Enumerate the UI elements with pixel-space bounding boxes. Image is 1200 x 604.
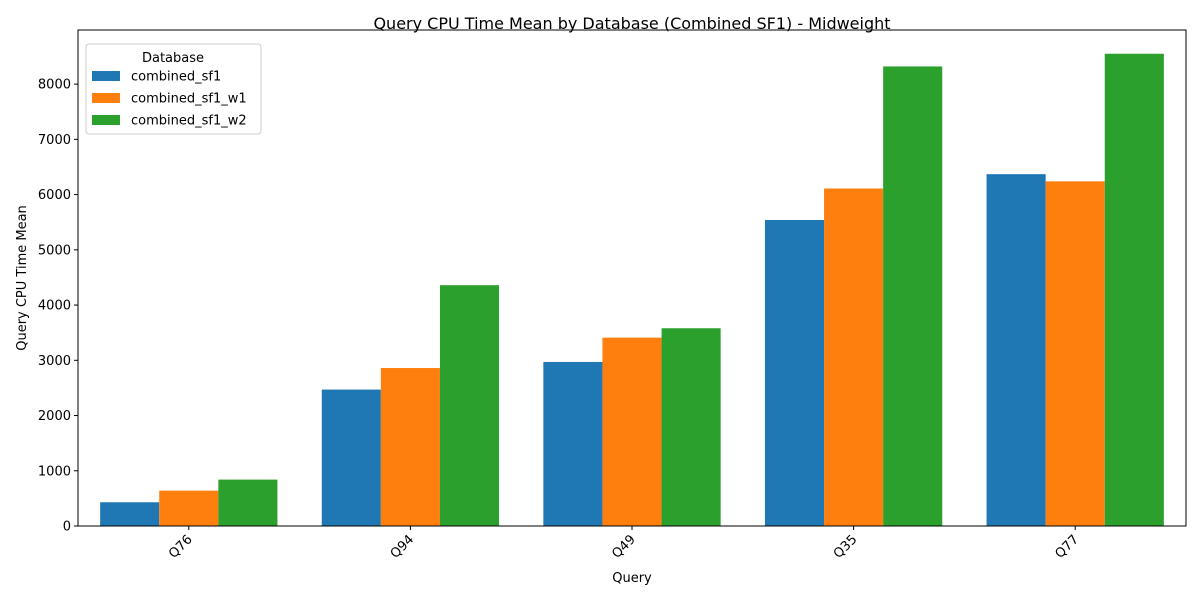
legend-label-combined_sf1_w2: combined_sf1_w2 bbox=[131, 114, 247, 129]
bar-combined_sf1_w2-q76 bbox=[218, 479, 278, 526]
x-axis-label: Query bbox=[612, 571, 652, 586]
y-tick-label: 6000 bbox=[38, 188, 71, 203]
x-axis: Q76 Q94 Q49 Q35 Q77 bbox=[166, 526, 1082, 562]
legend-swatch-combined_sf1_w1 bbox=[92, 93, 120, 103]
bar-combined_sf1-q35 bbox=[764, 220, 825, 526]
bar-combined_sf1_w2-q94 bbox=[439, 285, 500, 526]
y-axis: 0 1000 2000 3000 4000 5000 6000 7000 8000 bbox=[38, 78, 78, 535]
chart-title: Query CPU Time Mean by Database (Combine… bbox=[373, 14, 890, 33]
bar-combined_sf1_w1-q49 bbox=[602, 337, 662, 526]
x-tick-label: Q76 bbox=[166, 532, 196, 562]
legend-title: Database bbox=[142, 51, 204, 66]
bar-combined_sf1-q94 bbox=[321, 389, 381, 526]
x-tick-label: Q49 bbox=[609, 532, 639, 562]
y-tick-label: 5000 bbox=[38, 243, 71, 258]
bar-combined_sf1-q77 bbox=[986, 174, 1046, 526]
bar-combined_sf1_w1-q77 bbox=[1045, 181, 1105, 526]
y-tick-label: 0 bbox=[63, 520, 71, 535]
y-tick-label: 8000 bbox=[38, 78, 71, 93]
legend-swatch-combined_sf1 bbox=[92, 71, 120, 81]
x-tick-label: Q35 bbox=[831, 532, 861, 562]
legend-box bbox=[85, 43, 262, 135]
bar-combined_sf1_w1-q35 bbox=[824, 188, 884, 526]
legend: Database combined_sf1 combined_sf1_w1comb… bbox=[85, 43, 262, 135]
y-tick-label: 1000 bbox=[38, 464, 71, 479]
bars bbox=[100, 53, 1164, 526]
x-tick-label: Q77 bbox=[1052, 532, 1082, 562]
bar-combined_sf1_w2-q35 bbox=[883, 66, 943, 526]
y-tick-label: 3000 bbox=[38, 354, 71, 369]
x-tick-label: Q94 bbox=[388, 532, 418, 562]
plot-frame bbox=[77, 29, 1187, 527]
y-tick-label: 7000 bbox=[38, 133, 71, 148]
bar-combined_sf1-q76 bbox=[100, 502, 160, 526]
y-tick-label: 2000 bbox=[38, 409, 71, 424]
legend-label-combined_sf1: combined_sf1 bbox=[131, 70, 221, 85]
bar-combined_sf1_w1-q76 bbox=[159, 490, 219, 526]
bar-combined_sf1-q49 bbox=[543, 361, 603, 526]
bar-combined_sf1_w2-q77 bbox=[1104, 53, 1164, 526]
y-tick-label: 4000 bbox=[38, 299, 71, 314]
legend-label-combined_sf1_w1: combined_sf1_w1 bbox=[131, 92, 247, 107]
bar-combined_sf1_w2-q49 bbox=[661, 328, 721, 526]
bar-combined_sf1_w1-q94 bbox=[380, 368, 440, 526]
legend-swatch-combined_sf1_w2 bbox=[92, 115, 120, 125]
y-axis-label: Query CPU Time Mean bbox=[15, 205, 30, 351]
